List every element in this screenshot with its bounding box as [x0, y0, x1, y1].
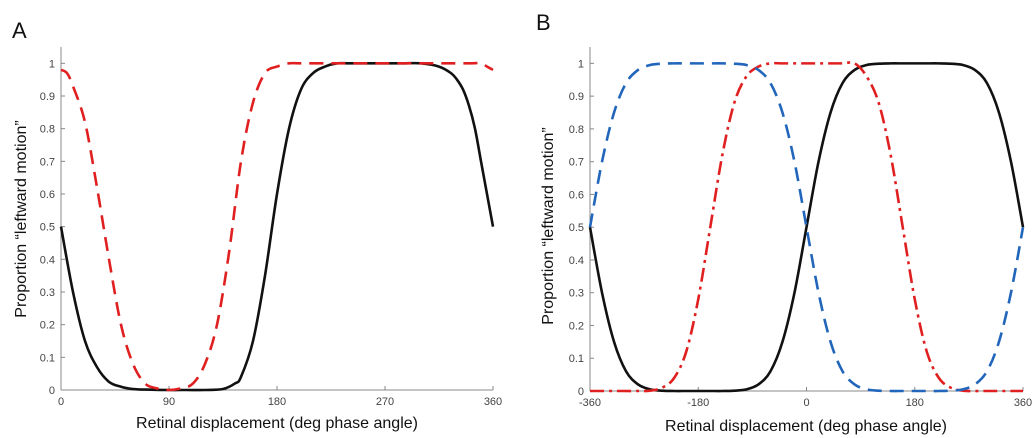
panel-b-y-tick-label: 0.8 — [569, 124, 584, 136]
panel-a-x-tick-label: 90 — [163, 396, 175, 408]
panel-b-y-tick-label: 0.7 — [569, 157, 584, 169]
panel-a-series-solid-line — [59, 61, 495, 392]
panel-a-y-tick-label: 0.6 — [40, 189, 55, 201]
panel-b-y-tick-label: 0.5 — [569, 222, 584, 234]
panel-b-x-tick-label: -360 — [579, 397, 601, 409]
panel-a-y-tick-label: 0.2 — [40, 320, 55, 332]
panel-a-y-tick-label: 0 — [49, 385, 55, 397]
panel-b-y-tick-label: 0.6 — [569, 189, 584, 201]
panel-b-x-tick-label: 0 — [803, 397, 809, 409]
panel-a-x-tick-label: 0 — [58, 396, 64, 408]
panel-a-y-tick-label: 0.1 — [40, 352, 55, 364]
panel-b-y-tick-label: 0.2 — [569, 320, 584, 332]
panel-b-y-tick-label: 0.9 — [569, 91, 584, 103]
panel-b-series-dashdot-line — [590, 61, 1023, 393]
panel-a-y-tick-label: 0.4 — [40, 254, 55, 266]
panel-a: A 0 0.1 0.2 0.3 0.4 0.5 0.6 0.7 0.8 0.9 1 0 90 180 270… — [12, 18, 502, 432]
panel-b-y-tick-label: 1 — [578, 58, 584, 70]
panel-b-letter: B — [536, 10, 551, 35]
panel-b-x-tick-label: 180 — [906, 397, 924, 409]
panel-b-y-tick-label: 0.4 — [569, 255, 584, 267]
panel-a-x-tick-label: 270 — [376, 396, 394, 408]
panel-b-y-tick-label: 0.3 — [569, 288, 584, 300]
panel-a-ylabel: Proportion “leftward motion” — [13, 120, 30, 317]
panel-b-x-tick-label: 360 — [1014, 397, 1032, 409]
panel-b-y-tick-label: 0.1 — [569, 353, 584, 365]
panel-a-xlabel: Retinal displacement (deg phase angle) — [136, 415, 418, 432]
panel-a-y-tick-label: 1 — [49, 58, 55, 70]
panel-b-x-tick-label: -180 — [687, 397, 709, 409]
panel-b-y-tick-label: 0 — [578, 386, 584, 398]
plot-b-area: 0 0.1 0.2 0.3 0.4 0.5 0.6 0.7 0.8 0.9 1 -360 -180 0 18… — [569, 47, 1032, 409]
panel-b-xlabel: Retinal displacement (deg phase angle) — [665, 418, 947, 435]
panel-a-series-dashed-line — [60, 61, 494, 392]
panel-a-letter: A — [12, 18, 27, 43]
plot-a-area: 0 0.1 0.2 0.3 0.4 0.5 0.6 0.7 0.8 0.9 1 0 90 180 270 36… — [40, 47, 502, 408]
panel-b: B 00.10.20.30.40.50.60.70.80.91-360 -180 0… — [536, 10, 1032, 435]
panel-a-y-tick-label: 0.3 — [40, 287, 55, 299]
panel-a-y-tick-label: 0.9 — [40, 91, 55, 103]
panel-b-series-solid-line — [588, 62, 1025, 393]
panel-a-y-tick-label: 0.8 — [40, 124, 55, 136]
panel-a-x-tick-label: 180 — [268, 396, 286, 408]
panel-a-x-tick-label: 360 — [484, 396, 502, 408]
panel-a-y-tick-label: 0.5 — [40, 222, 55, 234]
panel-a-y-tick-label: 0.7 — [40, 156, 55, 168]
panel-b-ylabel: Proportion “leftward motion” — [540, 127, 557, 324]
